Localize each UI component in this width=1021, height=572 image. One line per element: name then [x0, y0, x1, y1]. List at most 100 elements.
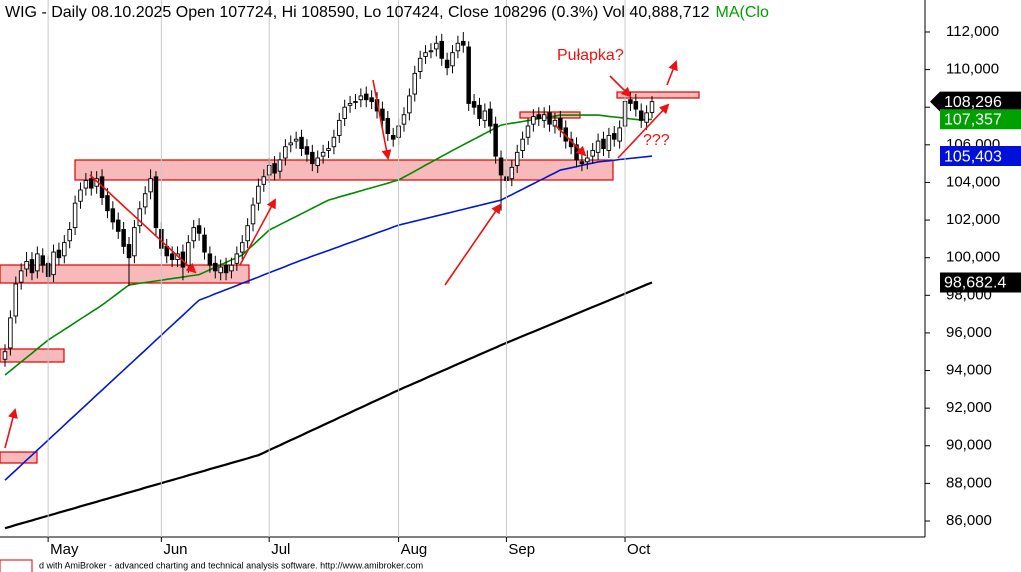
zone: [616, 91, 700, 99]
zone: [0, 451, 38, 464]
footer: d with AmiBroker - advanced charting and…: [39, 560, 423, 570]
y-tick-label: 96,000: [946, 324, 992, 341]
x-tick-label: Jun: [163, 541, 187, 558]
candle-body: [78, 189, 83, 202]
candle-body: [428, 50, 434, 53]
candle-body: [56, 249, 62, 259]
arrow: [4, 408, 18, 449]
y-tick-label: 90,000: [946, 437, 992, 454]
x-tick-label: May: [50, 541, 79, 558]
candle-body: [239, 242, 245, 253]
annotations: Pułapka? ???: [4, 47, 678, 449]
candle-body: [590, 150, 595, 157]
candle-body: [202, 234, 207, 253]
candle-body: [256, 185, 261, 204]
candle-body: [644, 112, 649, 123]
annotation: Pułapka?: [557, 47, 624, 64]
candle-body: [439, 40, 444, 59]
x-tick-label: Oct: [627, 541, 651, 558]
candle-body: [29, 259, 35, 274]
candle-body: [617, 127, 622, 142]
candle-body: [417, 57, 423, 72]
candle-body: [450, 52, 455, 67]
candle-body: [89, 178, 94, 189]
price-tag: [930, 91, 1021, 112]
moving-average-line: [4, 281, 653, 530]
candle-body: [628, 99, 633, 104]
candle-body: [498, 157, 504, 176]
arrow: [89, 174, 197, 274]
candle-body: [51, 251, 56, 276]
candle-body: [541, 114, 547, 121]
zone: [74, 159, 614, 181]
candle-body: [331, 136, 337, 148]
candle-body: [390, 134, 396, 140]
moving-average-line: [4, 155, 653, 481]
price-tag-label: 107,357: [944, 112, 1002, 129]
candle-body: [401, 114, 407, 125]
candle-body: [310, 151, 315, 165]
candle-body: [514, 151, 520, 166]
arrow: [609, 75, 632, 98]
arrow: [372, 79, 392, 160]
candle-body: [2, 351, 8, 360]
candle-body: [83, 180, 89, 189]
y-tick-label: 86,000: [946, 512, 992, 529]
candle-body: [434, 42, 439, 50]
candle-body: [412, 72, 418, 95]
x-tick-label: Jul: [271, 541, 290, 558]
candle-body: [369, 97, 374, 103]
candle-body: [315, 157, 320, 166]
candle-body: [245, 225, 250, 242]
candle-body: [13, 283, 19, 317]
candle-body: [461, 40, 466, 46]
arrow: [444, 203, 502, 286]
price-tag: [940, 272, 1021, 293]
candle-body: [353, 101, 358, 104]
candle-body: [455, 42, 461, 52]
candle-body: [520, 138, 525, 151]
price-tag: [940, 109, 1021, 130]
candle-body: [62, 242, 67, 257]
arrow: [617, 103, 670, 159]
candle-body: [35, 253, 40, 272]
candle-body: [579, 161, 585, 165]
candle-body: [218, 266, 223, 274]
zone: [0, 348, 65, 363]
candle-body: [638, 110, 644, 121]
candle-body: [142, 193, 148, 208]
candle-body: [466, 46, 471, 104]
price-tag-label: 105,403: [944, 148, 1002, 165]
candle-body: [293, 138, 299, 142]
candle-body: [24, 260, 29, 270]
candle-body: [536, 114, 542, 119]
y-tick-label: 112,000: [946, 23, 999, 40]
candle-body: [363, 93, 369, 101]
y-tick-label: 110,000: [946, 61, 999, 78]
candle-body: [8, 317, 13, 349]
candle-body: [18, 270, 24, 283]
candle-body: [40, 255, 45, 266]
candle-body: [320, 151, 326, 157]
candle-body: [595, 140, 601, 153]
candle-body: [132, 227, 137, 257]
candle-body: [531, 116, 536, 125]
candle-body: [547, 112, 552, 125]
candle-body: [105, 195, 110, 212]
candle-body: [482, 110, 488, 121]
candle-body: [283, 146, 288, 159]
plot-area: [2, 31, 655, 530]
candle-body: [488, 108, 493, 127]
candle-body: [229, 264, 234, 272]
y-tick-label: 88,000: [946, 474, 992, 491]
ma-label: MA(Clo: [716, 4, 769, 21]
candle-body: [380, 108, 385, 121]
logo-box: [0, 559, 33, 572]
candle-body: [385, 118, 391, 134]
candle-body: [250, 204, 256, 225]
candle-body: [148, 178, 153, 193]
candle-body: [234, 253, 240, 264]
candle-body: [525, 125, 531, 138]
candle-body: [471, 101, 477, 108]
